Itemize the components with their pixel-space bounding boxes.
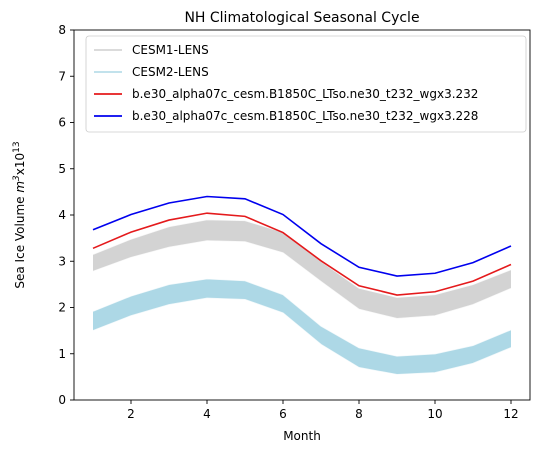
band-2-upper-edge [92,278,512,357]
legend: CESM1-LENS CESM2-LENS b.e30_alpha07c_cesm.… [85,35,527,133]
y-tick-label: 8 [58,23,66,37]
y-tick-label: 6 [58,116,66,130]
y-axis-label-unit-exp: 3 [12,175,22,181]
legend-label-2: CESM2-LENS [132,65,209,79]
y-axis-label-main: Sea Ice Volume [13,193,27,289]
legend-label-4: b.e30_alpha07c_cesm.B1850C_LTso.ne30_t23… [132,109,478,123]
y-axis-label-mult-exp: 13 [12,141,22,152]
y-tick-label: 2 [58,301,66,315]
series-line-2 [92,195,512,277]
y-axis-label-mult: x10 [13,153,27,175]
y-axis-label: Sea Ice Volume m3x1013 [12,141,27,288]
y-tick-label: 0 [58,393,66,407]
y-tick-label: 7 [58,69,66,83]
x-tick-label: 10 [427,407,442,421]
y-axis-label-unit: m [13,181,27,193]
band-1-lower-edge [92,240,512,320]
x-tick-label: 4 [203,407,211,421]
legend-box [85,35,527,133]
x-tick-label: 2 [127,407,135,421]
x-tick-label: 12 [503,407,518,421]
legend-label-1: CESM1-LENS [132,43,209,57]
y-tick-label: 1 [58,347,66,361]
y-tick-label: 3 [58,254,66,268]
chart-title: NH Climatological Seasonal Cycle [184,10,419,26]
y-tick-label: 4 [58,208,66,222]
band-2-lower-edge [92,297,512,376]
x-tick-label: 6 [279,407,287,421]
y-tick-label: 5 [58,162,66,176]
band-2 [93,278,511,375]
legend-label-3: b.e30_alpha07c_cesm.B1850C_LTso.ne30_t23… [132,87,478,101]
x-tick-label: 8 [355,407,363,421]
x-axis-label: Month [283,429,321,443]
series-line-1 [92,212,512,296]
